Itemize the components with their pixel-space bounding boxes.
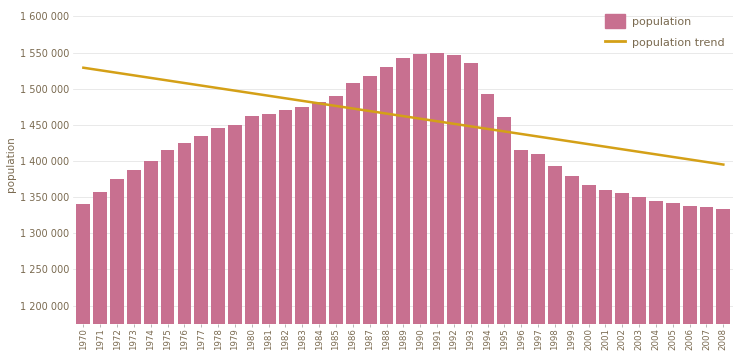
Bar xyxy=(228,125,242,324)
Bar xyxy=(480,94,494,324)
Bar xyxy=(633,197,646,324)
Bar xyxy=(413,54,427,324)
Bar xyxy=(514,150,528,324)
Bar xyxy=(194,136,208,324)
Bar xyxy=(296,107,309,324)
Bar xyxy=(211,129,225,324)
Bar xyxy=(380,67,393,324)
Bar xyxy=(346,83,360,324)
Bar xyxy=(160,150,174,324)
Legend: population, population trend: population, population trend xyxy=(602,11,728,53)
Bar xyxy=(279,110,293,324)
Bar xyxy=(649,201,663,324)
Bar xyxy=(464,63,477,324)
Bar xyxy=(582,185,596,324)
Bar xyxy=(716,209,730,324)
Bar xyxy=(144,161,157,324)
Bar xyxy=(396,58,410,324)
Bar xyxy=(447,56,461,324)
Bar xyxy=(497,117,511,324)
Bar xyxy=(565,176,579,324)
Bar xyxy=(599,190,613,324)
Bar xyxy=(666,203,680,324)
Bar xyxy=(93,192,107,324)
Bar xyxy=(313,103,326,324)
Bar xyxy=(76,204,90,324)
Bar xyxy=(127,169,141,324)
Bar xyxy=(548,166,562,324)
Bar xyxy=(329,96,343,324)
Bar xyxy=(700,207,713,324)
Bar xyxy=(531,154,545,324)
Bar xyxy=(262,114,276,324)
Y-axis label: population: population xyxy=(6,137,16,193)
Bar xyxy=(616,193,629,324)
Bar xyxy=(430,53,444,324)
Bar xyxy=(245,116,259,324)
Bar xyxy=(110,179,124,324)
Bar xyxy=(683,206,697,324)
Bar xyxy=(363,76,377,324)
Bar xyxy=(177,143,191,324)
